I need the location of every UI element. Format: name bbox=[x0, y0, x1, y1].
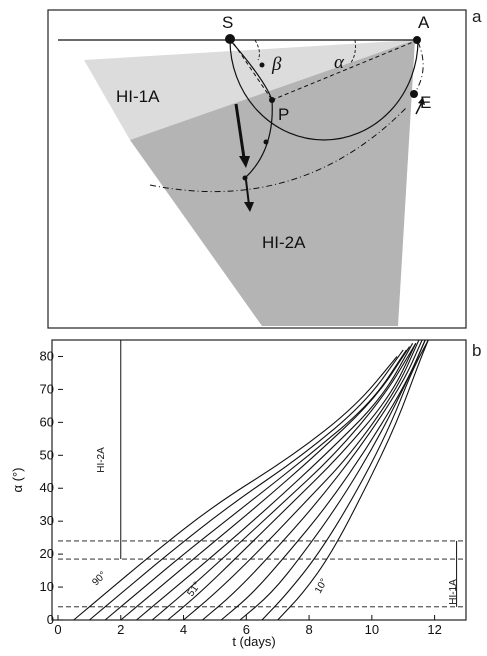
series-curve bbox=[202, 339, 423, 621]
hi2a-region bbox=[130, 40, 415, 326]
series-curve bbox=[277, 339, 429, 621]
point-e bbox=[410, 90, 418, 98]
arrow-thin bbox=[245, 179, 250, 206]
y-tick-label: 80 bbox=[40, 348, 54, 363]
series-curve bbox=[136, 343, 414, 621]
semicircle-arc bbox=[229, 39, 419, 141]
x-tick-label: 4 bbox=[180, 622, 187, 637]
label-hi2a: HI-2A bbox=[262, 233, 306, 252]
axes-b: 0 2 4 6 8 10 12 0 10 20 30 40 50 60 70 80 bbox=[40, 340, 466, 637]
panel-b-label: b bbox=[472, 341, 481, 360]
label-p: P bbox=[278, 105, 289, 124]
series-curve bbox=[89, 349, 404, 621]
x-tick-label: 2 bbox=[117, 622, 124, 637]
y-tick-label: 70 bbox=[40, 381, 54, 396]
series-curve bbox=[220, 339, 426, 621]
point-mid2 bbox=[263, 139, 269, 145]
panel-b-frame bbox=[51, 339, 467, 621]
label-e: E bbox=[420, 93, 431, 112]
series-b bbox=[73, 339, 429, 621]
hi2a-vertical-label: HI-2A bbox=[96, 447, 107, 473]
point-mid1 bbox=[259, 62, 265, 68]
x-tick-label: 8 bbox=[305, 622, 312, 637]
series-curve bbox=[151, 343, 417, 621]
label-beta: β bbox=[271, 54, 282, 75]
arrow-thick-head bbox=[239, 156, 250, 168]
point-a bbox=[413, 36, 421, 44]
y-axis-title: α (°) bbox=[10, 468, 25, 493]
panel-a: S A P E β α HI-1A HI-2A a bbox=[47, 7, 482, 329]
dashed-line-a-p bbox=[271, 39, 419, 101]
label-alpha: α bbox=[334, 52, 345, 73]
label-a: A bbox=[418, 13, 430, 32]
point-s bbox=[225, 34, 235, 44]
x-tick-label: 6 bbox=[243, 622, 250, 637]
arrow-e bbox=[415, 103, 422, 115]
series-curve bbox=[120, 346, 410, 621]
series-curve bbox=[239, 339, 426, 621]
y-tick-label: 0 bbox=[47, 612, 54, 627]
panel-b: b 0 2 4 6 8 10 12 0 10 20 30 40 50 60 70 80 t (days) α … bbox=[10, 339, 481, 649]
x-tick-label: 10 bbox=[365, 622, 379, 637]
dash-dot-arc-upper bbox=[413, 41, 424, 95]
arrow-thick bbox=[234, 103, 246, 159]
series-curve bbox=[104, 349, 407, 621]
hi1a-vertical-label: HI-1A bbox=[448, 579, 459, 605]
alpha-arc bbox=[349, 39, 356, 65]
y-tick-label: 30 bbox=[40, 513, 54, 528]
y-tick-label: 10 bbox=[40, 579, 54, 594]
panel-a-label: a bbox=[472, 7, 482, 26]
hi1a-region bbox=[84, 40, 415, 140]
series-curve bbox=[183, 339, 420, 621]
y-tick-label: 60 bbox=[40, 414, 54, 429]
point-p bbox=[269, 97, 275, 103]
point-mid3 bbox=[242, 175, 248, 181]
label-hi1a: HI-1A bbox=[116, 87, 160, 106]
x-axis-title: t (days) bbox=[232, 634, 275, 649]
series-curve bbox=[73, 356, 398, 621]
series-curve bbox=[261, 339, 429, 621]
beta-arc bbox=[254, 39, 260, 61]
arrow-thin-head bbox=[244, 202, 254, 212]
y-tick-label: 50 bbox=[40, 447, 54, 462]
y-tick-label: 20 bbox=[40, 546, 54, 561]
x-tick-label: 12 bbox=[427, 622, 441, 637]
dashed-line-s-p bbox=[229, 37, 273, 101]
series-curve bbox=[167, 343, 417, 621]
y-tick-label: 40 bbox=[40, 480, 54, 495]
label-s: S bbox=[222, 13, 233, 32]
x-tick-label: 0 bbox=[54, 622, 61, 637]
arrow-e-head bbox=[418, 97, 425, 105]
